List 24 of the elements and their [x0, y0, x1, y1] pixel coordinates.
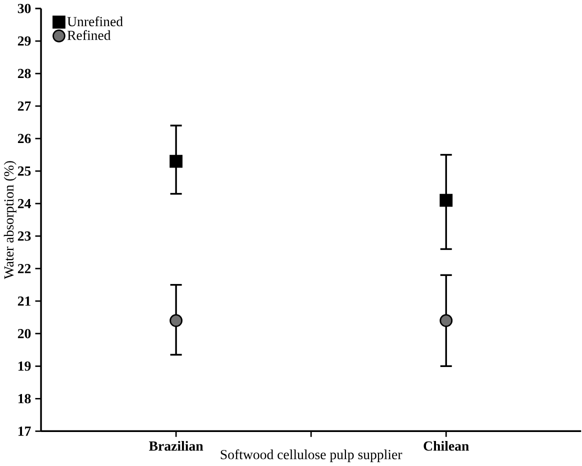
y-tick-label: 21 [18, 296, 30, 306]
y-tick-label: 25 [18, 166, 31, 176]
legend-label: Refined [67, 30, 111, 40]
point [440, 194, 453, 207]
y-tick-label: 30 [18, 4, 31, 14]
y-tick-label: 17 [18, 426, 31, 436]
y-tick-label: 22 [18, 264, 31, 274]
y-tick-label: 24 [18, 199, 31, 208]
y-tick-label: 29 [18, 36, 31, 46]
y-tick-label: 27 [18, 102, 31, 111]
x-axis-title: Softwood cellulose pulp supplier [220, 449, 402, 462]
x-tick-label: Brazilian [149, 441, 204, 451]
y-tick-label: 26 [18, 134, 31, 144]
y-tick-label: 18 [18, 394, 31, 404]
legend-label: Unrefined [67, 16, 123, 26]
point [440, 314, 453, 328]
y-tick-label: 23 [18, 231, 31, 241]
y-tick-label: 28 [18, 68, 31, 78]
point [170, 154, 182, 168]
y-tick-label: 19 [18, 362, 31, 371]
point [170, 314, 182, 328]
y-tick-label: 20 [18, 328, 31, 338]
y-axis-title: Water absorption (%) [4, 161, 16, 280]
x-tick-label: Chilean [424, 441, 469, 451]
